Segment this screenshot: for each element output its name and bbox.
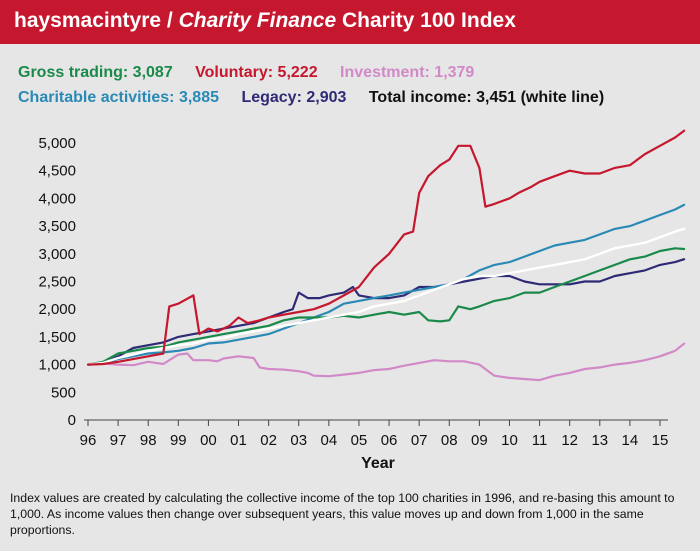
series-line-investment	[86, 342, 686, 382]
footnote: Index values are created by calculating …	[10, 491, 675, 537]
y-tick-label: 4,500	[38, 163, 76, 180]
x-tick-label: 14	[622, 432, 639, 449]
y-tick-label: 0	[68, 412, 76, 429]
x-tick-label: 06	[381, 432, 398, 449]
x-tick-label: 09	[471, 432, 488, 449]
y-tick-label: 3,000	[38, 246, 76, 263]
x-tick-label: 04	[320, 432, 337, 449]
title-part-2: Charity Finance	[178, 9, 337, 32]
x-tick-label: 12	[561, 432, 578, 449]
legend-row-2: Charitable activities: 3,885 Legacy: 2,9…	[18, 89, 622, 107]
x-tick-label: 15	[652, 432, 669, 449]
series-line-charitable	[86, 203, 686, 366]
y-tick-label: 1,500	[38, 329, 76, 346]
series-line-voluntary	[86, 129, 686, 366]
x-tick-label: 99	[170, 432, 187, 449]
series-line-total	[86, 227, 686, 366]
y-tick-label: 1,000	[38, 357, 76, 374]
x-tick-label: 13	[591, 432, 608, 449]
legend-legacy: Legacy: 2,903	[241, 89, 347, 106]
chart-title: haysmacintyre / Charity Finance Charity …	[14, 9, 516, 33]
legend-total-income: Total income: 3,451 (white line)	[368, 89, 605, 106]
y-tick-label: 4,000	[38, 190, 76, 207]
legend-voluntary: Voluntary: 5,222	[195, 64, 318, 81]
series-line-legacy	[86, 258, 686, 366]
x-tick-label: 07	[411, 432, 428, 449]
x-tick-label: 11	[532, 432, 548, 449]
y-tick-label: 2,500	[38, 274, 76, 291]
x-tick-label: 96	[80, 432, 97, 449]
x-tick-label: 97	[110, 432, 127, 449]
x-tick-label: 03	[290, 432, 307, 449]
title-bar: haysmacintyre / Charity Finance Charity …	[0, 0, 700, 44]
legend-investment: Investment: 1,379	[340, 64, 475, 81]
x-tick-label: 10	[501, 432, 518, 449]
x-axis-label: Year	[361, 455, 395, 472]
y-tick-label: 5,000	[38, 135, 76, 152]
x-tick-label: 08	[441, 432, 458, 449]
x-tick-label: 98	[140, 432, 157, 449]
x-tick-label: 01	[230, 432, 247, 449]
series-line-gross	[86, 247, 686, 366]
title-part-3: Charity 100 Index	[336, 9, 516, 32]
y-tick-label: 500	[51, 384, 76, 401]
legend-charitable-activities: Charitable activities: 3,885	[18, 89, 219, 106]
x-tick-label: 00	[200, 432, 217, 449]
legend-gross-trading: Gross trading: 3,087	[18, 64, 173, 81]
x-tick-label: 05	[351, 432, 368, 449]
y-tick-label: 2,000	[38, 301, 76, 318]
y-tick-label: 3,500	[38, 218, 76, 235]
title-part-1: haysmacintyre /	[14, 9, 179, 32]
legend-row-1: Gross trading: 3,087 Voluntary: 5,222 In…	[18, 64, 492, 82]
x-tick-label: 02	[260, 432, 277, 449]
